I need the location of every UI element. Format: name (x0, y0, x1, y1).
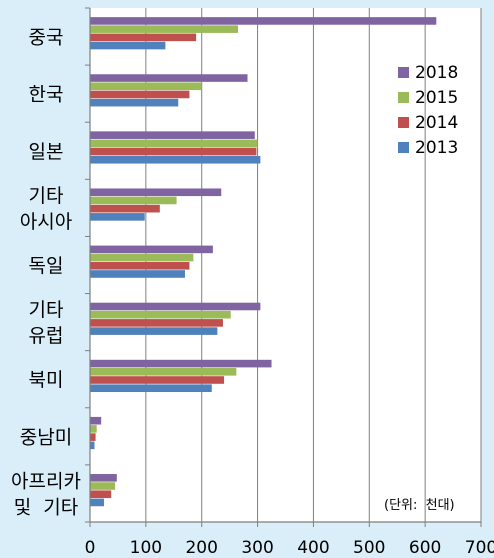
bar-2015 (90, 368, 237, 376)
legend-label: 2014 (415, 113, 458, 133)
x-tick-label: 400 (297, 538, 329, 558)
category-label: 일본 (29, 141, 64, 163)
bar-2014 (90, 490, 112, 499)
bar-2018 (90, 131, 255, 139)
bar-2018 (90, 74, 248, 82)
bar-2014 (90, 147, 257, 156)
legend-label: 2015 (415, 88, 458, 108)
legend-swatch (398, 142, 409, 153)
x-tick-label: 0 (85, 538, 96, 558)
bar-2013 (90, 327, 218, 335)
bars (90, 17, 437, 507)
category-label: 기타 (29, 185, 64, 207)
bar-2014 (90, 376, 225, 384)
bar-2018 (90, 359, 272, 368)
bar-2018 (90, 188, 222, 197)
bar-2014 (90, 204, 160, 213)
bar-2015 (90, 425, 97, 433)
bar-2013 (90, 441, 95, 450)
bar-2018 (90, 245, 213, 254)
bar-2014 (90, 33, 197, 42)
legend-swatch (398, 117, 409, 128)
x-tick-label: 500 (353, 538, 385, 558)
category-label: 독일 (29, 255, 64, 277)
category-label: 기타 (29, 299, 64, 321)
category-label: 한국 (29, 84, 64, 106)
x-tick-label: 100 (130, 538, 162, 558)
legend-label: 2013 (415, 138, 458, 158)
bar-2013 (90, 98, 179, 107)
category-label: 아프리카 (11, 470, 81, 492)
bar-2015 (90, 310, 231, 319)
bar-2013 (90, 498, 104, 507)
category-label: 아시아 (20, 211, 72, 233)
bar-2013 (90, 270, 185, 278)
bar-2018 (90, 416, 102, 425)
x-tick-label: 200 (185, 538, 217, 558)
bar-2015 (90, 253, 194, 262)
bar-2015 (90, 82, 202, 91)
x-tick-labels: 0 100 200 300 400 500 600 700 (85, 538, 494, 558)
legend-swatch (398, 92, 409, 103)
bar-2013 (90, 155, 261, 164)
x-tick-label: 600 (409, 538, 441, 558)
bar-2014 (90, 319, 223, 327)
category-label: 중국 (29, 27, 64, 49)
legend: 2018 2015 2014 2013 (398, 63, 458, 158)
bar-2014 (90, 90, 190, 99)
bar-2014 (90, 261, 190, 270)
bar-2018 (90, 474, 117, 482)
axes (85, 7, 482, 527)
bar-2018 (90, 17, 437, 25)
category-label: 유럽 (29, 325, 64, 347)
bar-2015 (90, 139, 258, 148)
bar-2015 (90, 25, 239, 33)
legend-label: 2018 (415, 63, 458, 83)
bar-2018 (90, 302, 261, 311)
bar-2015 (90, 482, 116, 490)
category-label: 북미 (29, 369, 64, 391)
bar-2013 (90, 41, 166, 50)
x-tick-label: 300 (241, 538, 273, 558)
bar-2015 (90, 196, 177, 205)
category-label: 중남미 (20, 426, 72, 448)
bar-2013 (90, 213, 145, 221)
bar-2014 (90, 433, 96, 441)
bar-2013 (90, 384, 212, 393)
x-tick-label: 700 (465, 538, 494, 558)
unit-annotation: (단위: 천대) (384, 498, 455, 513)
category-label: 및 기타 (14, 496, 79, 518)
legend-swatch (398, 67, 409, 78)
